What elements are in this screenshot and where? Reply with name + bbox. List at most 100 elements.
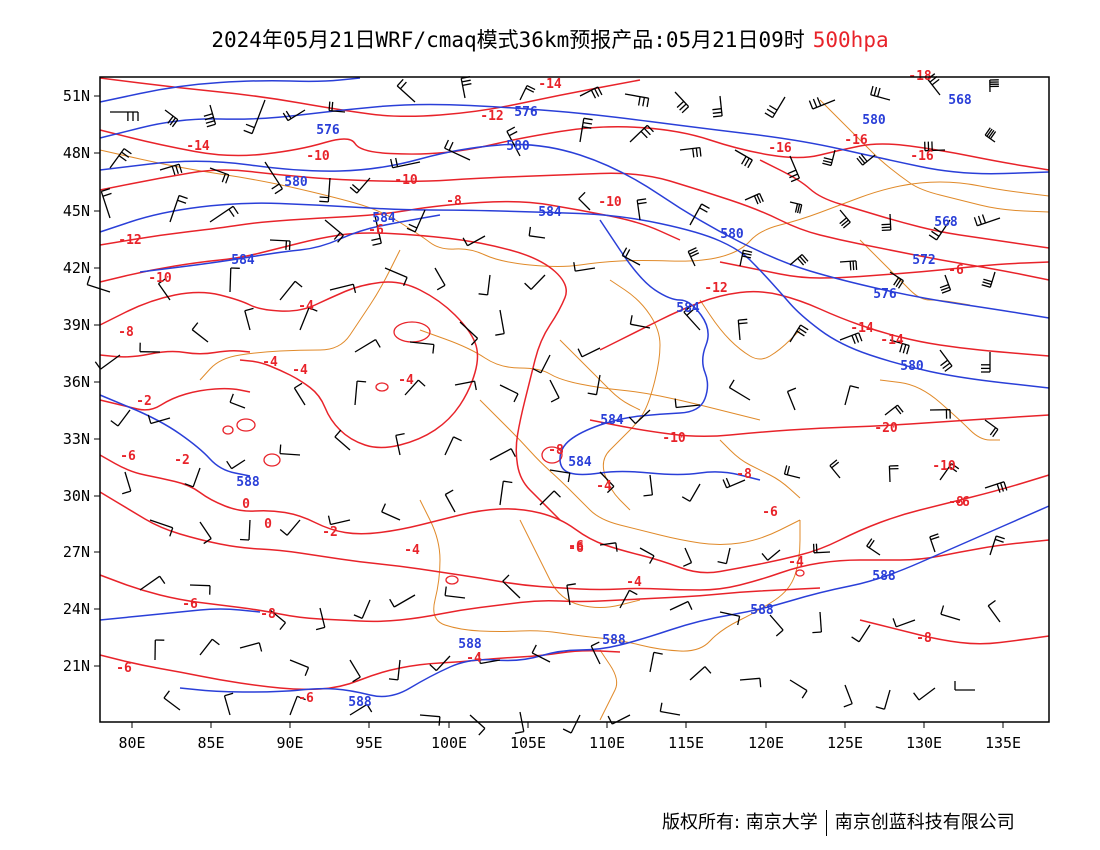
wind-barb [203, 104, 217, 128]
wind-barb [829, 459, 841, 479]
wind-barb [279, 519, 301, 536]
wind-barb [822, 149, 836, 167]
company-name: 南京创蓝科技有限公司 [834, 812, 1015, 833]
temperature-label: -8 [948, 495, 964, 510]
wind-barb [429, 655, 451, 672]
border-line [559, 339, 641, 411]
temperature-label: -4 [398, 373, 414, 388]
wind-barb [209, 205, 239, 223]
x-tick-label: 120E [748, 734, 784, 752]
height-label: 588 [236, 475, 260, 490]
wind-barb [856, 153, 876, 166]
height-label: 576 [873, 287, 897, 302]
temperature-label: -8 [916, 631, 932, 646]
temperature-contour [759, 159, 1050, 249]
wind-barb [371, 215, 382, 246]
height-label: 588 [458, 637, 482, 652]
temperature-label: -12 [704, 281, 727, 296]
wind-barb [524, 274, 546, 290]
wind-barb [478, 274, 491, 296]
wind-barb [929, 533, 940, 553]
temperature-label: -8 [260, 607, 276, 622]
wind-barb [100, 187, 112, 219]
height-label: 584 [600, 413, 624, 428]
wind-barb [737, 318, 748, 341]
temperature-label: -10 [306, 149, 330, 164]
wind-barb [159, 163, 183, 176]
wind-barb [719, 611, 741, 626]
height-label: 584 [231, 253, 255, 268]
wind-barb [987, 599, 1001, 623]
wind-barb [289, 695, 306, 716]
wind-barb [643, 474, 654, 497]
wind-barb [839, 209, 851, 229]
wind-barb [209, 167, 230, 184]
wind-barb [349, 659, 361, 683]
y-tick-label: 48N [63, 144, 90, 162]
wind-barbs [86, 73, 1008, 736]
wind-barb [328, 101, 346, 113]
temperature-label: -4 [626, 575, 642, 590]
temperature-label: -10 [932, 459, 956, 474]
wind-barb [884, 404, 904, 416]
wind-barb [189, 584, 211, 595]
wind-barb [282, 109, 306, 122]
temperature-label: -10 [662, 431, 686, 446]
wind-barb [808, 97, 836, 110]
wind-barb [396, 78, 416, 103]
temperature-contour [99, 200, 681, 246]
wind-barb [229, 393, 246, 409]
wind-barb [384, 267, 408, 286]
height-label: 568 [934, 215, 958, 230]
wind-barb [319, 177, 331, 203]
wind-barb [109, 148, 132, 169]
wind-barb [566, 583, 576, 606]
temperature-label: -2 [174, 453, 190, 468]
wind-barb [279, 280, 303, 301]
wind-barb [769, 614, 784, 637]
temperature-contour [599, 290, 1050, 357]
wind-barb [549, 379, 560, 403]
temperature-label: -8 [446, 194, 462, 209]
height-label: 588 [348, 695, 372, 710]
height-contour [559, 219, 761, 481]
temperature-contour [99, 232, 567, 521]
wind-barb [293, 382, 306, 406]
wind-barb [226, 459, 246, 470]
wind-barb [164, 109, 179, 128]
wind-barb [549, 469, 571, 483]
wind-barb [390, 157, 421, 169]
temperature-contour [99, 77, 641, 118]
wind-barb [349, 703, 373, 716]
wind-barb [851, 624, 871, 643]
height-label: 584 [676, 301, 700, 316]
wind-barb [110, 111, 139, 121]
y-tick-label: 39N [63, 316, 90, 334]
border-lines [99, 99, 1050, 721]
y-tick-label: 33N [63, 430, 90, 448]
height-label: 580 [720, 227, 744, 242]
wind-barb [881, 213, 892, 232]
wind-barb [984, 481, 1008, 493]
temperature-contour [445, 575, 459, 585]
wind-barb [984, 127, 997, 143]
wind-barb [722, 477, 746, 489]
wind-barb [460, 76, 472, 99]
y-tick-label: 30N [63, 487, 90, 505]
wind-barb [787, 155, 800, 183]
wind-barb [299, 307, 318, 331]
y-tick-label: 36N [63, 373, 90, 391]
temperature-label: -6 [568, 541, 584, 556]
wind-barb [532, 354, 551, 374]
wind-barb [579, 86, 603, 99]
wind-barb [973, 214, 1001, 227]
wind-barb [434, 267, 446, 291]
title-main: 2024年05月21日WRF/cmaq模式36km预报产品:05月21日09时 [211, 28, 805, 52]
wind-barb [499, 480, 513, 506]
wind-barb [888, 465, 899, 483]
temperature-contour [99, 574, 821, 623]
wind-barb [239, 642, 263, 652]
border-line [602, 279, 661, 511]
wind-barb [789, 324, 809, 343]
wind-barb [599, 542, 618, 552]
